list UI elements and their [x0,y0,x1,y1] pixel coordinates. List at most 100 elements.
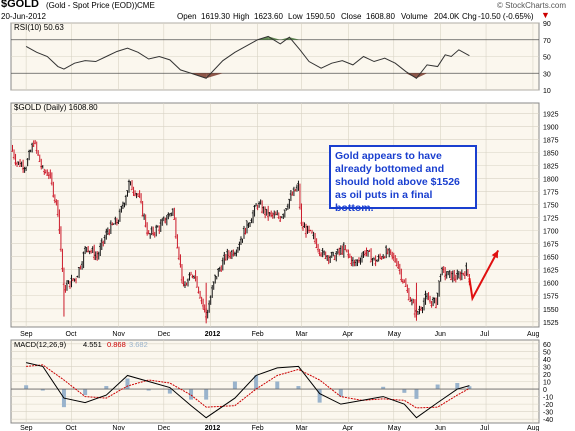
macd-x-tick-label: Mar [295,425,308,431]
macd-y-tick-label: -30 [543,410,553,417]
price-y-tick-label: 1900 [543,124,559,131]
macd-y-tick-label: -20 [543,402,553,409]
price-y-tick-label: 1650 [543,255,559,262]
macd-histogram-bar [83,389,88,396]
x-tick-label: Sep [20,331,33,338]
high-label: High [233,12,250,21]
open-label: Open [177,12,197,21]
macd-x-tick-label: Sep [20,425,33,431]
macd-histogram-bar [338,389,343,397]
price-y-tick-label: 1525 [543,320,559,327]
volume-value: 204.0K [434,12,460,21]
rsi-zone-fill [289,37,300,40]
projection-arrow-head [491,250,499,259]
price-y-tick-label: 1800 [543,177,559,184]
down-triangle-icon: ▼ [541,10,550,20]
annotation-text: Gold appears to have already bottomed an… [335,150,460,214]
macd-histogram-bar [40,389,45,391]
rsi-y-tick-label: 10 [543,88,551,95]
annotation-callout: Gold appears to have already bottomed an… [329,145,477,214]
copyright-label: © StockCharts.com [497,1,567,10]
macd-signal-line [26,364,470,409]
x-tick-label: Jul [480,331,489,338]
macd-value-label: 4.551 [83,340,102,349]
macd-x-tick-label: Feb [252,425,264,431]
macd-x-tick-label: Dec [158,425,171,431]
low-value: 1590.50 [306,12,335,21]
macd-histogram-bar [189,389,194,400]
open-value: 1619.30 [201,12,230,21]
price-y-tick-label: 1675 [543,242,559,249]
macd-signal-value-label: 0.868 [107,340,126,349]
price-y-tick-label: 1750 [543,203,559,210]
x-tick-label: Dec [158,331,171,338]
price-y-tick-label: 1725 [543,216,559,223]
macd-x-tick-label: Jun [435,425,446,431]
macd-histogram-value-label: 3.682 [129,340,148,349]
macd-histogram-bar [125,378,130,390]
price-title: $GOLD (Daily) 1608.80 [14,103,98,112]
symbol-description: (Gold - Spot Price (EOD)) [46,1,138,10]
rsi-title: RSI(10) 50.63 [14,23,64,32]
macd-histogram-bar [204,389,209,400]
macd-y-tick-label: -10 [543,395,553,402]
macd-x-tick-label: May [388,425,402,431]
rsi-y-tick-label: 30 [543,71,551,78]
macd-histogram-bar [104,386,109,390]
macd-y-tick-label: 0 [543,387,547,394]
volume-label: Volume [401,12,428,21]
price-y-tick-label: 1925 [543,111,559,118]
macd-title: MACD(12,26,9) [14,340,67,349]
rsi-y-tick-label: 70 [543,38,551,45]
macd-histogram-bar [467,386,472,390]
macd-x-tick-label: Jul [480,425,489,431]
macd-histogram-bar [435,384,440,390]
x-tick-label: Mar [295,331,308,338]
price-y-tick-label: 1575 [543,294,559,301]
price-y-tick-label: 1625 [543,268,559,275]
macd-line [26,362,470,419]
close-value: 1608.80 [366,12,395,21]
macd-x-tick-label: Aug [527,425,540,431]
macd-histogram-bar [296,386,301,390]
rsi-series-line [25,35,470,79]
macd-y-tick-label: 30 [543,364,551,371]
rsi-y-tick-label: 90 [543,21,551,28]
macd-histogram-bar [254,375,259,390]
high-value: 1623.60 [254,12,283,21]
change-label: Chg [462,12,477,21]
x-tick-label: Nov [112,331,125,338]
price-y-tick-label: 1700 [543,229,559,236]
macd-x-tick-label: 2012 [205,425,221,431]
price-y-tick-label: 1550 [543,307,559,314]
price-y-tick-label: 1600 [543,281,559,288]
exchange-label: CME [137,1,155,10]
x-tick-label: Aug [527,331,540,338]
macd-x-tick-label: Oct [66,425,77,431]
date-label: 20-Jun-2012 [1,12,46,21]
price-y-tick-label: 1875 [543,137,559,144]
close-label: Close [341,12,362,21]
x-tick-label: Jun [435,331,446,338]
macd-y-tick-label: 40 [543,357,551,364]
macd-histogram-bar [455,383,460,390]
price-y-tick-label: 1825 [543,164,559,171]
macd-y-tick-label: -40 [543,417,553,424]
rsi-y-tick-label: 50 [543,55,551,62]
macd-histogram-bar [24,385,29,390]
x-tick-label: Oct [66,331,77,338]
price-y-tick-label: 1850 [543,150,559,157]
change-value: -10.50 (-0.65%) [478,12,534,21]
macd-x-tick-label: Apr [342,425,354,431]
x-tick-label: May [388,331,402,338]
x-tick-label: Feb [252,331,264,338]
macd-y-tick-label: 50 [543,349,551,356]
low-label: Low [288,12,303,21]
macd-y-tick-label: 10 [543,380,551,387]
price-y-tick-label: 1775 [543,190,559,197]
macd-histogram-bar [381,386,386,390]
macd-histogram-bar [167,389,172,394]
rsi-zone-fill [268,36,281,40]
x-tick-label: 2012 [205,331,221,338]
